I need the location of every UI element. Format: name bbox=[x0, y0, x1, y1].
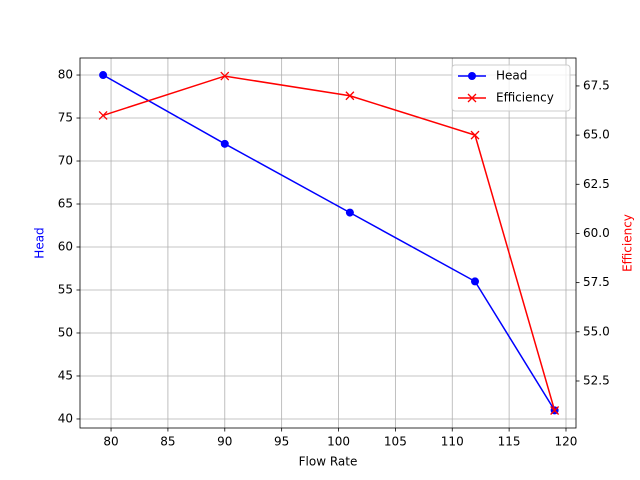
y-tick-label: 80 bbox=[58, 68, 73, 82]
point bbox=[471, 277, 480, 286]
y2-axis-label: Efficiency bbox=[621, 214, 635, 272]
x-tick-label: 110 bbox=[441, 435, 464, 449]
line bbox=[102, 75, 556, 411]
y2-tick-label: 60.0 bbox=[583, 226, 610, 240]
legend-marker bbox=[467, 93, 477, 103]
point bbox=[220, 139, 229, 148]
point bbox=[345, 91, 355, 101]
y2-tick-label: 57.5 bbox=[583, 275, 610, 289]
y2-tick-label: 52.5 bbox=[583, 373, 610, 387]
x-tick-label: 120 bbox=[555, 435, 578, 449]
x-tick-label: 90 bbox=[217, 435, 232, 449]
x-tick-label: 95 bbox=[274, 435, 289, 449]
point bbox=[345, 208, 354, 217]
point bbox=[98, 110, 108, 120]
x-tick-label: 85 bbox=[160, 435, 175, 449]
point bbox=[470, 130, 480, 140]
legend-label: Efficiency bbox=[496, 91, 554, 105]
y-tick-label: 65 bbox=[58, 197, 73, 211]
y2-tick-label: 65.0 bbox=[583, 128, 610, 142]
y-axis-label: Head bbox=[33, 227, 47, 258]
point bbox=[220, 71, 230, 81]
legend-label: Head bbox=[496, 69, 527, 83]
y-tick-label: 55 bbox=[58, 282, 73, 296]
x-tick-label: 100 bbox=[327, 435, 350, 449]
point bbox=[99, 71, 108, 80]
plot-frame bbox=[79, 57, 577, 429]
point bbox=[550, 406, 560, 415]
x-axis-label: Flow Rate bbox=[299, 455, 358, 469]
x-tick-label: 115 bbox=[498, 435, 521, 449]
y-tick-label: 50 bbox=[58, 325, 73, 339]
y-tick-label: 45 bbox=[58, 368, 73, 382]
x-tick-label: 105 bbox=[384, 435, 407, 449]
line bbox=[102, 74, 556, 411]
y2-tick-label: 67.5 bbox=[583, 78, 610, 92]
y2-tick-label: 62.5 bbox=[583, 177, 610, 191]
y-tick-label: 60 bbox=[58, 239, 73, 253]
y-tick-label: 70 bbox=[58, 154, 73, 168]
y-tick-label: 75 bbox=[58, 111, 73, 125]
legend-marker bbox=[468, 72, 476, 80]
x-tick-label: 80 bbox=[103, 435, 118, 449]
y-tick-label: 40 bbox=[58, 411, 73, 425]
y2-tick-label: 55.0 bbox=[583, 324, 610, 338]
